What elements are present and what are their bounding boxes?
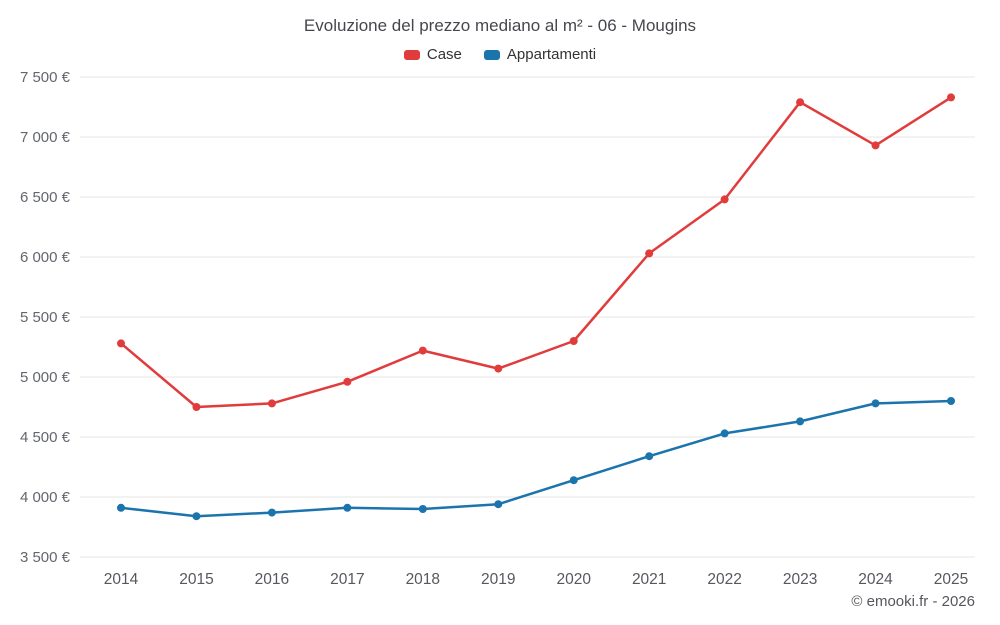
- data-point-appartamenti[interactable]: [796, 417, 805, 426]
- data-point-appartamenti[interactable]: [947, 397, 955, 405]
- y-tick-label: 4 000 €: [20, 489, 71, 506]
- x-tick-label: 2019: [481, 571, 515, 588]
- x-tick-label: 2023: [783, 571, 817, 588]
- x-tick-label: 2016: [255, 571, 289, 588]
- series-line-appartamenti: [119, 399, 953, 518]
- data-point-appartamenti[interactable]: [117, 503, 125, 512]
- data-point-case[interactable]: [796, 98, 805, 107]
- legend-item-appartamenti[interactable]: Appartamenti: [483, 46, 597, 63]
- y-tick-label: 6 000 €: [20, 249, 71, 266]
- x-tick-label: 2020: [556, 571, 591, 588]
- series-line-case: [119, 96, 953, 409]
- data-point-case[interactable]: [871, 141, 880, 150]
- data-point-case[interactable]: [645, 249, 654, 258]
- data-point-case[interactable]: [343, 377, 352, 386]
- data-point-appartamenti[interactable]: [494, 500, 503, 509]
- data-point-case[interactable]: [720, 195, 729, 204]
- x-tick-label: 2022: [707, 571, 741, 588]
- chart-title: Evoluzione del prezzo mediano al m² - 06…: [303, 16, 697, 35]
- data-point-appartamenti[interactable]: [343, 503, 352, 512]
- copyright-text: © emooki.fr - 2026: [851, 593, 975, 610]
- y-tick-label: 7 500 €: [20, 69, 71, 86]
- x-tick-label: 2014: [104, 571, 139, 588]
- y-tick-label: 5 000 €: [20, 369, 71, 386]
- data-point-case[interactable]: [947, 93, 955, 102]
- y-tick-label: 5 500 €: [20, 309, 71, 326]
- legend-swatch-case: [403, 49, 420, 60]
- y-tick-label: 7 000 €: [20, 129, 71, 146]
- x-tick-label: 2017: [330, 571, 364, 588]
- data-point-case[interactable]: [569, 337, 578, 345]
- x-tick-label: 2025: [934, 571, 968, 588]
- data-point-case[interactable]: [418, 346, 427, 355]
- data-point-appartamenti[interactable]: [645, 452, 654, 461]
- data-point-appartamenti[interactable]: [871, 399, 880, 408]
- y-tick-label: 4 500 €: [20, 429, 71, 446]
- data-point-case[interactable]: [117, 339, 125, 348]
- data-point-appartamenti[interactable]: [720, 429, 729, 438]
- y-tick-label: 6 500 €: [20, 189, 71, 206]
- data-point-appartamenti[interactable]: [192, 512, 201, 521]
- data-point-appartamenti[interactable]: [267, 508, 276, 517]
- data-point-case[interactable]: [494, 364, 503, 373]
- legend-item-case[interactable]: Case: [403, 46, 462, 63]
- x-tick-label: 2018: [406, 571, 440, 588]
- x-tick-label: 2024: [858, 571, 893, 588]
- legend-label-case: Case: [426, 46, 462, 63]
- y-tick-label: 3 500 €: [20, 549, 71, 566]
- data-point-appartamenti[interactable]: [418, 505, 427, 513]
- data-point-case[interactable]: [192, 403, 201, 411]
- x-tick-label: 2015: [179, 571, 213, 588]
- chart-legend: Case Appartamenti: [0, 46, 1000, 63]
- data-point-case[interactable]: [267, 399, 276, 408]
- legend-swatch-appartamenti: [483, 49, 500, 60]
- x-tick-label: 2021: [632, 571, 666, 588]
- legend-label-appartamenti: Appartamenti: [506, 46, 597, 63]
- data-point-appartamenti[interactable]: [569, 476, 578, 485]
